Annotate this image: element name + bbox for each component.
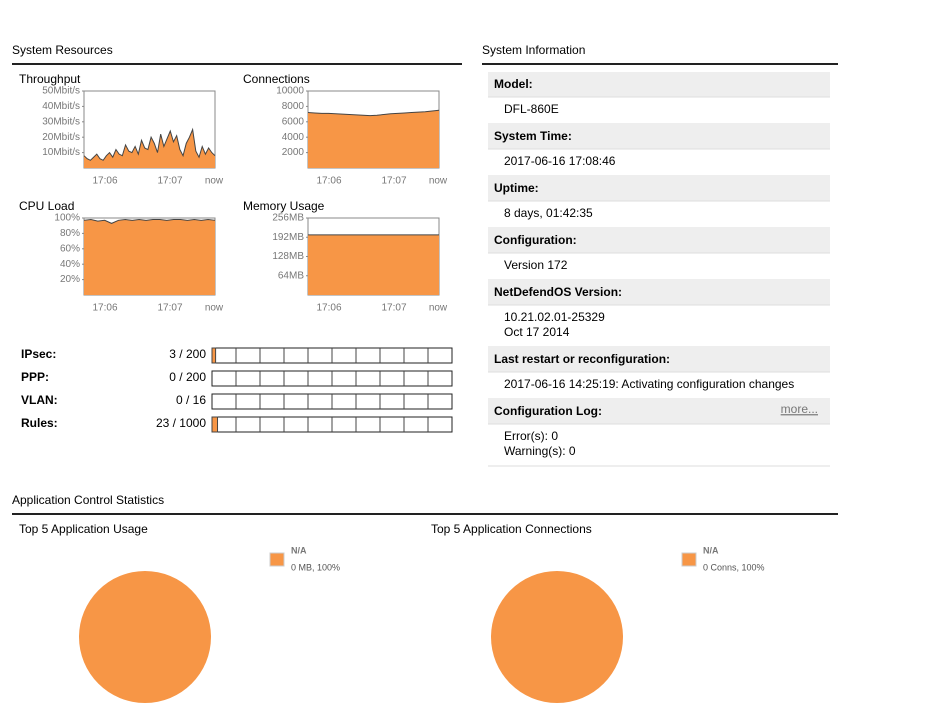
area-line [307,109,440,117]
y-tick-label: 40Mbit/s [42,101,80,112]
y-tick-label: 192MB [272,232,304,243]
y-tick-label: 40% [60,259,80,270]
chart-title: Throughput [19,72,81,86]
info-header-bg [488,228,830,253]
usage-bar-fill [211,347,217,364]
area-fill [84,219,215,295]
info-header-bg [488,124,830,149]
info-header-bg [488,399,830,424]
section-title: System Resources [12,43,113,57]
value-label: 0 Conns, 100% [703,562,765,572]
value-label: 0 MB, 100% [291,562,340,572]
more-link[interactable]: more... [781,402,818,416]
info-value: Error(s): 0 [504,429,558,443]
info-value: 2017-06-16 14:25:19: Activating configur… [504,377,794,391]
y-tick-label: 8000 [282,101,305,112]
x-tick-label: now [429,176,448,187]
usage-label: VLAN: [21,393,58,407]
usage-count: 0 / 16 [176,393,206,407]
info-value: DFL-860E [504,102,559,116]
info-label: Configuration Log: [494,404,602,418]
info-label: Model: [494,77,533,91]
usage-count: 23 / 1000 [156,416,206,430]
y-tick-label: 64MB [278,270,304,281]
usage-label: Rules: [21,416,58,430]
chart-title: Top 5 Application Connections [431,522,592,536]
legend-swatch [681,552,697,567]
x-tick-label: 17:06 [92,176,117,187]
chart-title: Memory Usage [243,199,325,213]
info-label: Last restart or reconfiguration: [494,352,670,366]
area-fill [308,110,439,168]
area-line [83,127,216,161]
y-tick-label: 2000 [282,147,305,158]
info-header-bg [488,72,830,97]
x-tick-label: 17:07 [157,176,182,187]
y-tick-label: 10000 [276,86,304,97]
info-header-bg [488,176,830,201]
x-tick-label: 17:06 [316,303,341,314]
chart-title: CPU Load [19,199,74,213]
x-tick-label: now [429,303,448,314]
y-tick-label: 10Mbit/s [42,147,80,158]
info-value: Oct 17 2014 [504,325,570,339]
pie-slice [79,571,211,703]
info-header-bg [488,347,830,372]
section-title: Application Control Statistics [12,493,164,507]
y-tick-label: 256MB [272,213,304,224]
y-tick-label: 80% [60,228,80,239]
area-fill [308,234,439,295]
legend-label: N/A [291,545,307,555]
info-label: Uptime: [494,181,539,195]
area-fill [84,129,215,168]
usage-label: PPP: [21,370,49,384]
usage-count: 3 / 200 [169,347,206,361]
y-tick-label: 100% [54,213,80,224]
info-header-bg [488,280,830,305]
x-tick-label: 17:06 [316,176,341,187]
chart-title: Connections [243,72,310,86]
info-value: 8 days, 01:42:35 [504,206,593,220]
x-tick-label: now [205,176,224,187]
pie-slice [491,571,623,703]
info-label: System Time: [494,129,572,143]
x-tick-label: 17:07 [381,176,406,187]
y-tick-label: 6000 [282,116,305,127]
y-tick-label: 20% [60,274,80,285]
chart-title: Top 5 Application Usage [19,522,148,536]
section-title: System Information [482,43,585,57]
y-tick-label: 128MB [272,251,304,262]
info-value: 2017-06-16 17:08:46 [504,154,616,168]
usage-bar-fill [211,416,219,433]
y-tick-label: 20Mbit/s [42,132,80,143]
y-tick-label: 50Mbit/s [42,86,80,97]
info-label: NetDefendOS Version: [494,285,622,299]
usage-label: IPsec: [21,347,56,361]
x-tick-label: 17:06 [92,303,117,314]
y-tick-label: 60% [60,243,80,254]
area-line [83,219,216,224]
y-tick-label: 30Mbit/s [42,116,80,127]
info-value: 10.21.02.01-25329 [504,310,605,324]
info-value: Warning(s): 0 [504,444,576,458]
x-tick-label: 17:07 [381,303,406,314]
legend-swatch [269,552,285,567]
y-tick-label: 4000 [282,132,305,143]
info-value: Version 172 [504,258,568,272]
info-label: Configuration: [494,233,577,247]
x-tick-label: now [205,303,224,314]
usage-count: 0 / 200 [169,370,206,384]
legend-label: N/A [703,545,719,555]
x-tick-label: 17:07 [157,303,182,314]
